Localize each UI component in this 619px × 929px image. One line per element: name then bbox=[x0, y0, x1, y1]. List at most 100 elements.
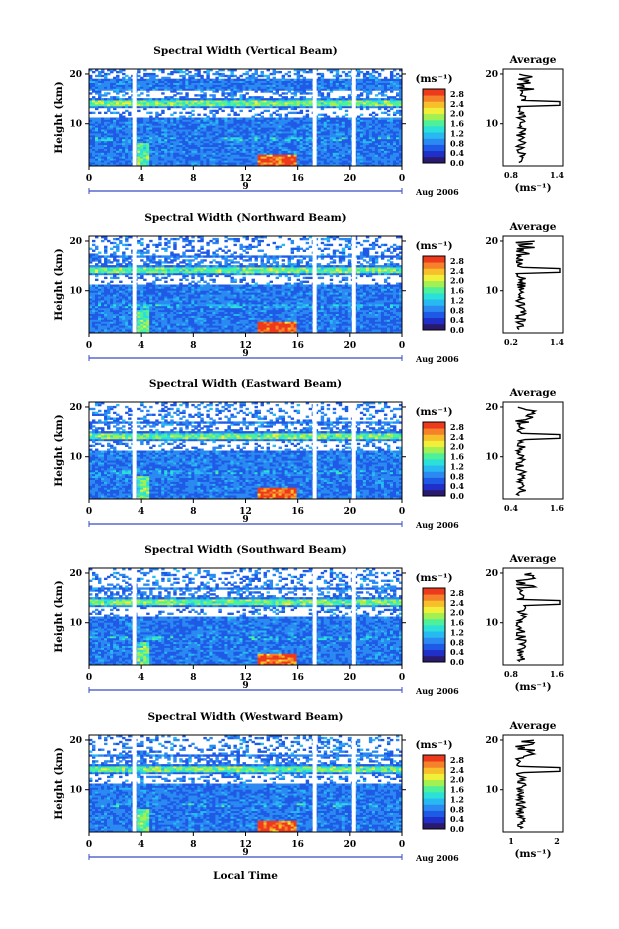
heatmap-cell bbox=[263, 90, 267, 93]
heatmap-cell bbox=[380, 138, 385, 142]
heatmap-cell bbox=[137, 129, 141, 132]
heatmap-cell bbox=[290, 101, 295, 105]
heatmap-cell bbox=[215, 142, 219, 146]
heatmap-cell bbox=[344, 125, 349, 128]
heatmap-cell bbox=[212, 140, 216, 144]
heatmap-cell bbox=[197, 101, 201, 105]
heatmap-cell bbox=[155, 164, 159, 167]
heatmap-cell bbox=[266, 74, 270, 78]
heatmap-cell bbox=[95, 259, 99, 262]
heatmap-cell bbox=[338, 138, 343, 142]
heatmap-cell bbox=[377, 158, 382, 161]
heatmap-cell bbox=[98, 138, 102, 142]
heatmap-cell bbox=[191, 117, 195, 120]
heatmap-cell bbox=[110, 148, 114, 151]
heatmap-cell bbox=[284, 142, 289, 146]
heatmap-cell bbox=[167, 78, 171, 82]
heatmap-cell bbox=[263, 164, 267, 167]
heatmap-cell bbox=[122, 121, 126, 124]
heatmap-cell bbox=[359, 121, 364, 124]
heatmap-cell bbox=[89, 136, 93, 140]
heatmap-cell bbox=[263, 103, 267, 107]
heatmap-cell bbox=[179, 100, 183, 103]
heatmap-cell bbox=[110, 300, 114, 303]
heatmap-cell bbox=[140, 101, 144, 105]
heatmap-cell bbox=[329, 90, 334, 93]
heatmap-cell bbox=[335, 136, 340, 140]
heatmap-cell bbox=[365, 101, 370, 105]
heatmap-cell bbox=[341, 115, 346, 118]
heatmap-cell bbox=[356, 123, 361, 126]
heatmap-cell bbox=[110, 309, 114, 313]
heatmap-cell bbox=[116, 284, 120, 287]
heatmap-cell bbox=[158, 160, 162, 163]
heatmap-cell bbox=[248, 101, 252, 105]
heatmap-cell bbox=[122, 296, 126, 299]
heatmap-cell bbox=[167, 117, 171, 120]
heatmap-cell bbox=[122, 270, 126, 274]
heatmap-cell bbox=[290, 158, 295, 161]
heatmap-cell bbox=[260, 127, 264, 130]
heatmap-cell bbox=[323, 131, 328, 134]
heatmap-cell bbox=[104, 78, 108, 82]
heatmap-cell bbox=[275, 117, 280, 120]
heatmap-cell bbox=[101, 162, 105, 165]
heatmap-cell bbox=[125, 325, 129, 328]
heatmap-cell bbox=[263, 78, 267, 82]
heatmap-cell bbox=[104, 307, 108, 311]
heatmap-cell bbox=[365, 123, 370, 126]
heatmap-cell bbox=[371, 150, 376, 153]
heatmap-cell bbox=[176, 134, 180, 138]
heatmap-cell bbox=[113, 131, 117, 134]
heatmap-cell bbox=[299, 98, 304, 101]
heatmap-cell bbox=[161, 125, 165, 128]
heatmap-cell bbox=[398, 84, 403, 87]
heatmap-cell bbox=[239, 162, 243, 165]
heatmap-cell bbox=[95, 138, 99, 142]
heatmap-cell bbox=[365, 78, 370, 82]
heatmap-cell bbox=[182, 148, 186, 151]
heatmap-cell bbox=[185, 160, 189, 163]
heatmap-cell bbox=[98, 313, 102, 316]
heatmap-cell bbox=[341, 82, 346, 85]
heatmap-cell bbox=[371, 88, 376, 91]
heatmap-cell bbox=[116, 105, 120, 109]
heatmap-cell bbox=[167, 136, 171, 140]
heatmap-cell bbox=[152, 105, 156, 109]
heatmap-cell bbox=[278, 121, 283, 124]
heatmap-cell bbox=[119, 101, 123, 105]
heatmap-cell bbox=[329, 142, 334, 146]
heatmap-cell bbox=[239, 123, 243, 126]
heatmap-cell bbox=[299, 144, 304, 147]
heatmap-cell bbox=[356, 121, 361, 124]
heatmap-cell bbox=[281, 158, 286, 161]
x-tick-label: 20 bbox=[344, 174, 357, 184]
heatmap-cell bbox=[122, 100, 126, 103]
heatmap-cell bbox=[107, 292, 111, 295]
heatmap-cell bbox=[110, 158, 114, 161]
heatmap-cell bbox=[326, 133, 331, 136]
heatmap-cell bbox=[329, 129, 334, 132]
heatmap-cell bbox=[251, 134, 255, 138]
heatmap-cell bbox=[341, 160, 346, 163]
heatmap-cell bbox=[89, 92, 93, 95]
heatmap-cell bbox=[362, 78, 367, 82]
heatmap-cell bbox=[122, 331, 126, 334]
heatmap-cell bbox=[233, 129, 237, 132]
heatmap-cell bbox=[167, 142, 171, 146]
heatmap-cell bbox=[377, 105, 382, 109]
heatmap-cell bbox=[329, 117, 334, 120]
heatmap-cell bbox=[266, 86, 270, 89]
heatmap-cell bbox=[185, 80, 189, 83]
heatmap-cell bbox=[89, 127, 93, 130]
heatmap-cell bbox=[122, 313, 126, 316]
heatmap-cell bbox=[248, 144, 252, 147]
heatmap-cell bbox=[95, 74, 99, 78]
heatmap-cell bbox=[200, 76, 204, 80]
heatmap-cell bbox=[179, 142, 183, 146]
heatmap-cell bbox=[248, 160, 252, 163]
heatmap-cell bbox=[176, 164, 180, 167]
heatmap-cell bbox=[296, 84, 301, 87]
heatmap-cell bbox=[362, 144, 367, 147]
heatmap-cell bbox=[398, 78, 403, 82]
